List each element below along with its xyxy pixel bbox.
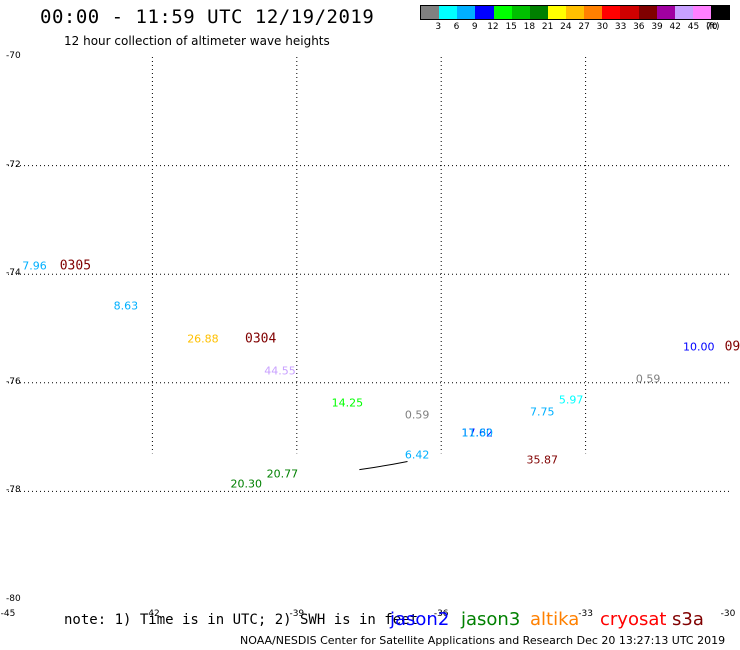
colorbar-label: 42	[669, 22, 682, 32]
colorbar-swatch	[566, 6, 585, 19]
latitude-tick-label: -76	[6, 376, 21, 387]
satellite-label-cryosat: cryosat	[600, 609, 667, 630]
colorbar-label: 24	[560, 22, 572, 32]
colorbar-label: 21	[541, 22, 554, 32]
colorbar-swatch	[421, 6, 440, 19]
wave-height-label: 35.87	[526, 453, 559, 467]
colorbar-label: 45	[687, 22, 700, 32]
colorbar-label: 12	[487, 22, 499, 32]
latitude-tick-label: -72	[6, 159, 21, 170]
chart-title: 00:00 - 11:59 UTC 12/19/2019	[40, 6, 375, 28]
latitude-tick-label: -74	[6, 268, 21, 279]
colorbar-label: 70	[706, 22, 718, 32]
colorbar-swatch	[529, 6, 548, 19]
colorbar-swatch	[475, 6, 494, 19]
colorbar-swatch	[620, 6, 639, 19]
pass-label: 09	[724, 339, 740, 355]
wave-height-label: 20.77	[266, 467, 299, 481]
colorbar-swatch	[493, 6, 512, 19]
wave-height-label: 26.88	[187, 332, 219, 346]
pass-label: 0305	[59, 258, 92, 274]
wave-height-label: 0.59	[635, 372, 661, 386]
wave-height-label: 8.63	[113, 299, 139, 313]
satellite-label-altika: altika	[530, 609, 580, 630]
longitude-tick-label: -42	[145, 609, 160, 619]
colorbar	[420, 5, 730, 20]
colorbar-swatch	[692, 6, 711, 19]
colorbar-label: 3	[435, 22, 442, 32]
latitude-tick-label: -80	[6, 594, 21, 604]
colorbar-label: 30	[596, 22, 609, 32]
longitude-tick-label: -45	[0, 609, 16, 619]
colorbar-swatch	[547, 6, 566, 19]
wave-height-label: 5.97	[558, 393, 584, 407]
wave-height-label: 6.42	[404, 448, 430, 462]
longitude-tick-label: -39	[289, 609, 305, 619]
colorbar-label: 15	[505, 22, 517, 32]
footer-credit: NOAA/NESDIS Center for Satellite Applica…	[240, 634, 726, 647]
colorbar-label: 6	[453, 22, 460, 32]
longitude-tick-label: -33	[578, 609, 593, 619]
colorbar-swatch	[638, 6, 657, 19]
colorbar-unit: (ft)	[706, 22, 720, 32]
colorbar-label: 18	[523, 22, 536, 32]
colorbar-swatch	[511, 6, 530, 19]
wave-height-label: 11.80	[461, 426, 494, 440]
colorbar-label: 36	[633, 22, 645, 32]
wave-height-label: 7.96	[22, 259, 47, 273]
wave-height-label: 17.62	[461, 426, 494, 440]
colorbar-swatch	[711, 6, 730, 19]
wave-height-label: 10.00	[682, 340, 715, 354]
colorbar-swatch	[656, 6, 675, 19]
wave-height-label: 44.55	[264, 364, 296, 378]
colorbar-label: 39	[651, 22, 663, 32]
colorbar-label: 9	[471, 22, 478, 32]
coastline	[359, 461, 408, 471]
wave-height-label: 7.75	[530, 405, 555, 419]
latitude-tick-label: -70	[6, 51, 21, 61]
longitude-tick-label: -36	[433, 609, 449, 619]
wave-height-label: 14.25	[331, 396, 364, 410]
colorbar-swatch	[439, 6, 458, 19]
chart-subtitle: 12 hour collection of altimeter wave hei…	[64, 34, 330, 48]
colorbar-label: 33	[614, 22, 627, 32]
footer-note: note: 1) Time is in UTC; 2) SWH is in fe…	[64, 612, 419, 628]
colorbar-swatch	[602, 6, 621, 19]
latitude-tick-label: -78	[6, 485, 21, 496]
colorbar-swatch	[457, 6, 476, 19]
wave-height-label: 0.59	[404, 408, 430, 422]
longitude-tick-label: -30	[720, 609, 736, 619]
satellite-label-s3a: s3a	[672, 609, 704, 630]
colorbar-swatch	[674, 6, 693, 19]
satellite-label-jason2: jason2	[390, 609, 450, 630]
pass-label: 0304	[245, 331, 277, 347]
colorbar-label: 27	[578, 22, 590, 32]
wave-height-label: 20.30	[230, 477, 263, 491]
satellite-label-jason3: jason3	[461, 609, 521, 630]
colorbar-swatch	[584, 6, 603, 19]
